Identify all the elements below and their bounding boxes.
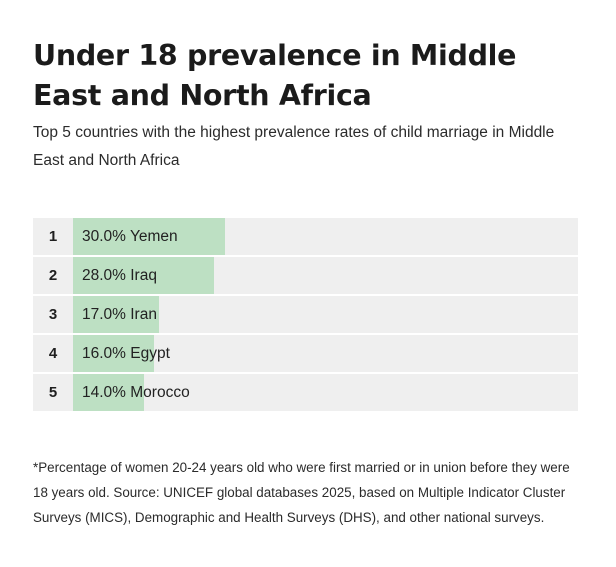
bar-value-label: 28.0% Iraq xyxy=(82,267,157,284)
bar-track: 16.0% Egypt xyxy=(73,335,578,372)
bar-list: 1 30.0% Yemen 2 28.0% Iraq 3 17.0% Iran 4 16.0%… xyxy=(33,218,578,413)
bar xyxy=(73,296,159,333)
chart-title: Under 18 prevalence in Middle East and N… xyxy=(33,39,517,112)
bar-value-label: 14.0% Morocco xyxy=(82,384,190,401)
bar-track: 30.0% Yemen xyxy=(73,218,578,255)
bar xyxy=(73,218,225,255)
rank-label: 5 xyxy=(48,384,58,401)
bar-track: 17.0% Iran xyxy=(73,296,578,333)
bar-track: 14.0% Morocco xyxy=(73,374,578,411)
chart-subtitle: Top 5 countries with the highest prevale… xyxy=(33,124,555,169)
bar xyxy=(73,257,215,294)
bar xyxy=(73,335,154,372)
bar-row: 5 14.0% Morocco xyxy=(33,374,578,411)
bar xyxy=(73,374,144,411)
bar-track: 28.0% Iraq xyxy=(73,257,578,294)
rank-label: 4 xyxy=(48,345,58,362)
rank-label: 3 xyxy=(48,306,58,323)
bar-row: 2 28.0% Iraq xyxy=(33,257,578,294)
bar-row: 4 16.0% Egypt xyxy=(33,335,578,372)
chart-card: Under 18 prevalence in Middle East and N… xyxy=(33,36,578,525)
bar-row: 3 17.0% Iran xyxy=(33,296,578,333)
bar-value-label: 30.0% Yemen xyxy=(82,228,178,245)
bar-value-label: 17.0% Iran xyxy=(82,306,157,323)
footnote: *Percentage of women 20-24 years old who… xyxy=(33,460,570,525)
rank-label: 1 xyxy=(48,228,58,245)
bar-value-label: 16.0% Egypt xyxy=(82,345,170,362)
rank-label: 2 xyxy=(48,267,58,284)
bar-row: 1 30.0% Yemen xyxy=(33,218,578,255)
